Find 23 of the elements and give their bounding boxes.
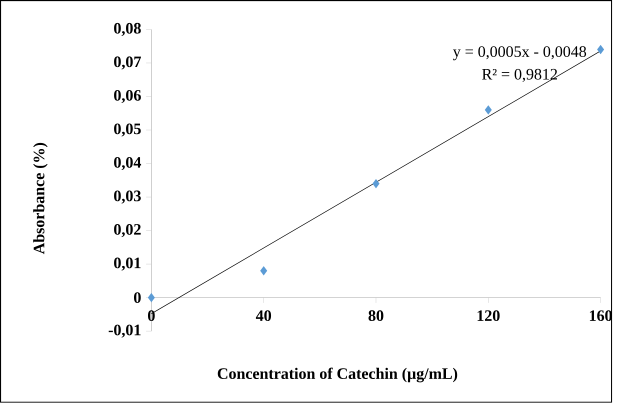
y-tick-label: 0,05 [114,124,141,137]
point [372,179,380,188]
point [484,105,492,115]
y-tick-label: 0,08 [114,23,141,36]
y-tick-label: 0,07 [114,56,141,70]
x-tick-label: 0 [148,310,155,322]
y-tick-label: 0,01 [114,258,141,271]
y-tick-label: 0,03 [114,190,141,204]
y-tick-label: 0 [134,292,141,304]
x-tick-label: 80 [368,310,384,322]
point [148,293,155,302]
x-tick-label: 120 [478,310,500,322]
y-axis-title: Absorbance (%) [33,143,48,254]
annotation: y = 0,0005x - 0,0048 [452,46,586,60]
point [260,266,268,276]
x-tick-label: 40 [256,310,272,322]
annotation: R² = 0,9812 [482,68,557,82]
y-tick-label: 0,06 [114,90,141,104]
x-axis-title: Concentration of Catechin (µg/mL) [218,368,458,382]
y-tick-label: -0,01 [108,324,141,338]
y-tick-label: 0,02 [114,224,141,238]
y-tick-label: 0,04 [114,157,142,170]
point [597,45,604,54]
